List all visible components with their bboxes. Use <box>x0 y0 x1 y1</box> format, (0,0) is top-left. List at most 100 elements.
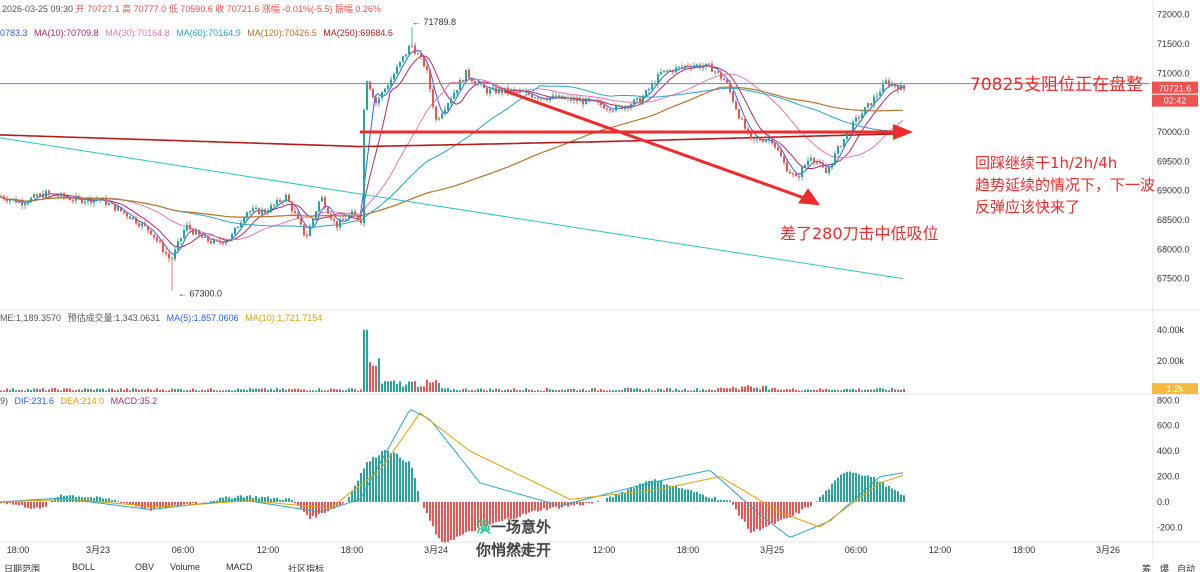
macd-bar <box>12 501 14 505</box>
candle-body <box>498 88 500 94</box>
candle <box>462 79 464 83</box>
macd-bar <box>141 501 143 508</box>
volume-bar <box>759 389 761 392</box>
macd-bar <box>138 501 140 507</box>
volume-bar <box>519 389 521 392</box>
macd-bar <box>768 501 770 525</box>
candle <box>513 86 515 94</box>
macd-button[interactable]: MACD <box>226 563 253 572</box>
ma5-line <box>0 50 904 256</box>
obv-button[interactable]: OBV <box>135 563 155 572</box>
volume-bar <box>765 385 767 392</box>
candle <box>147 225 149 235</box>
macd-bar <box>9 501 11 504</box>
candle-body <box>879 92 881 96</box>
candle-body <box>39 193 41 197</box>
macd-bar <box>708 497 710 502</box>
macd-bar <box>132 501 134 505</box>
volume-bar <box>465 388 467 392</box>
candle <box>252 204 254 213</box>
candle-body <box>225 241 227 244</box>
candle-body <box>222 242 224 244</box>
macd-bar <box>609 496 611 502</box>
volume-bar <box>210 388 212 392</box>
candle <box>612 109 614 113</box>
candle <box>729 80 731 95</box>
candle-body <box>447 103 449 110</box>
macd-bar <box>801 501 803 510</box>
volume-bar <box>390 381 392 392</box>
macd-bar <box>348 496 350 502</box>
community-indicators-button[interactable]: 社区指标 <box>288 564 325 572</box>
candle-body <box>549 97 551 101</box>
price-tick-label: 68000.0 <box>1157 244 1190 254</box>
volume-button[interactable]: Volume <box>170 563 201 572</box>
candle-body <box>615 105 617 111</box>
volume-bar <box>120 388 122 392</box>
volume-bar <box>33 388 35 392</box>
candle <box>858 114 860 123</box>
volume-bar <box>231 390 233 392</box>
candle <box>174 245 176 262</box>
candle <box>264 208 266 215</box>
macd-bar <box>720 499 722 502</box>
candle <box>366 80 368 111</box>
boll-button[interactable]: BOLL <box>72 563 96 572</box>
candle <box>36 193 38 198</box>
volume-bar <box>195 389 197 392</box>
price-tick-label: 70000.0 <box>1157 127 1190 137</box>
volume-bar <box>603 390 605 392</box>
liquidation-button[interactable]: 爆 <box>1160 564 1170 572</box>
candle <box>192 227 194 237</box>
candle <box>465 69 467 82</box>
candle-body <box>111 202 113 204</box>
volume-bar <box>228 389 230 392</box>
macd-bar <box>129 501 131 505</box>
ma-legend-item: MA(120):70426.5 <box>247 28 317 38</box>
candle-body <box>228 239 230 242</box>
candles <box>0 26 905 291</box>
candle-body <box>219 240 221 243</box>
candle <box>660 68 662 76</box>
volume-bar <box>699 390 701 392</box>
volume-bar <box>381 383 383 392</box>
macd-bar <box>585 501 587 503</box>
candle-body <box>876 95 878 97</box>
volume-bar <box>585 390 587 392</box>
candle-body <box>819 162 821 164</box>
candle <box>276 197 278 207</box>
candle <box>231 232 233 242</box>
candle-body <box>537 97 539 99</box>
auto-scale-button[interactable]: 自动 <box>1177 564 1196 572</box>
volume-bar <box>807 389 809 392</box>
dif-line <box>0 409 904 538</box>
macd-bar <box>447 501 449 542</box>
ma-legend-item: MA(30):70164.8 <box>105 28 170 38</box>
volume-bar <box>165 390 167 392</box>
candle <box>402 55 404 64</box>
candle <box>762 136 764 143</box>
candle <box>798 172 800 181</box>
candle-body <box>108 202 110 205</box>
macd-bar <box>165 501 167 509</box>
macd-bar <box>903 495 905 502</box>
candle <box>408 44 410 55</box>
date-range-button[interactable]: 日期范围 <box>4 564 41 572</box>
volume-bar <box>714 390 716 392</box>
chips-button[interactable]: 筹 <box>1142 564 1152 572</box>
candle <box>663 70 665 74</box>
bar-high: 高 70777.0 <box>122 4 167 14</box>
candle <box>579 95 581 102</box>
last-price-label: 70721.6 <box>1159 84 1192 94</box>
candle <box>900 81 902 91</box>
candle <box>24 201 26 210</box>
macd-bar <box>192 501 194 503</box>
volume-bar <box>813 389 815 392</box>
macd-bar <box>534 501 536 511</box>
macd-bar <box>219 497 221 502</box>
volume-bar <box>207 389 209 392</box>
macd-bar <box>453 501 455 540</box>
candle <box>561 95 563 100</box>
candle <box>825 163 827 174</box>
